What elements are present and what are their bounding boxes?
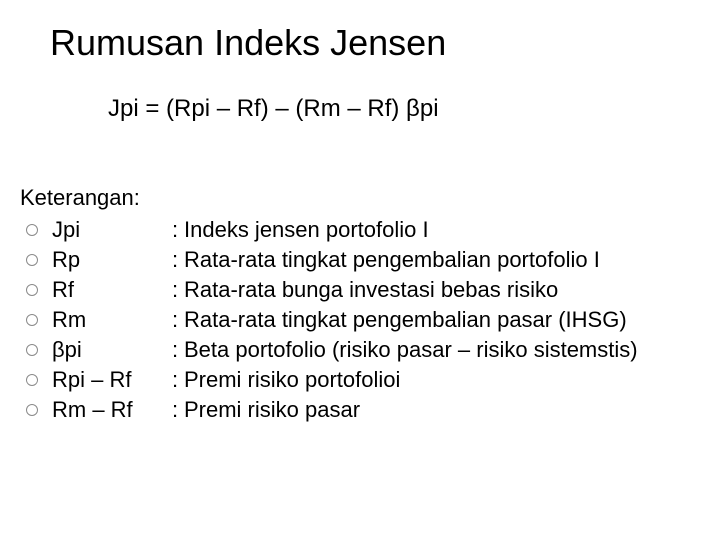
definition-description: Rata-rata tingkat pengembalian portofoli… xyxy=(184,247,638,273)
formula-text: Jpi = (Rpi – Rf) – (Rm – Rf) βpi xyxy=(108,95,439,123)
definition-colon: : xyxy=(172,307,184,333)
list-item: Jpi: Indeks jensen portofolio I xyxy=(20,215,638,245)
definition-colon: : xyxy=(172,217,184,243)
definition-colon: : xyxy=(172,247,184,273)
definition-term: Rp xyxy=(52,247,172,273)
list-item: Rp: Rata-rata tingkat pengembalian porto… xyxy=(20,245,638,275)
list-item: Rm – Rf: Premi risiko pasar xyxy=(20,395,638,425)
definition-term: Jpi xyxy=(52,217,172,243)
bullet-icon xyxy=(26,314,38,326)
page-title: Rumusan Indeks Jensen xyxy=(50,22,446,64)
bullet-icon xyxy=(26,284,38,296)
definitions-heading: Keterangan: xyxy=(20,185,140,211)
list-item: βpi: Beta portofolio (risiko pasar – ris… xyxy=(20,335,638,365)
definition-term: Rm xyxy=(52,307,172,333)
bullet-icon xyxy=(26,224,38,236)
definition-description: Rata-rata bunga investasi bebas risiko xyxy=(184,277,638,303)
list-item: Rm: Rata-rata tingkat pengembalian pasar… xyxy=(20,305,638,335)
bullet-icon xyxy=(26,404,38,416)
definition-description: Indeks jensen portofolio I xyxy=(184,217,638,243)
definition-colon: : xyxy=(172,337,184,363)
bullet-icon xyxy=(26,344,38,356)
definition-description: Beta portofolio (risiko pasar – risiko s… xyxy=(184,337,638,363)
definitions-list: Jpi: Indeks jensen portofolio IRp: Rata-… xyxy=(20,215,638,425)
definition-colon: : xyxy=(172,397,184,423)
definition-term: Rm – Rf xyxy=(52,397,172,423)
list-item: Rf: Rata-rata bunga investasi bebas risi… xyxy=(20,275,638,305)
definition-description: Premi risiko pasar xyxy=(184,397,638,423)
definition-description: Premi risiko portofolioi xyxy=(184,367,638,393)
definition-term: Rpi – Rf xyxy=(52,367,172,393)
definition-colon: : xyxy=(172,277,184,303)
list-item: Rpi – Rf: Premi risiko portofolioi xyxy=(20,365,638,395)
bullet-icon xyxy=(26,254,38,266)
definition-term: Rf xyxy=(52,277,172,303)
bullet-icon xyxy=(26,374,38,386)
definition-colon: : xyxy=(172,367,184,393)
definition-description: Rata-rata tingkat pengembalian pasar (IH… xyxy=(184,307,638,333)
slide: Rumusan Indeks Jensen Jpi = (Rpi – Rf) –… xyxy=(0,0,720,540)
definition-term: βpi xyxy=(52,337,172,363)
